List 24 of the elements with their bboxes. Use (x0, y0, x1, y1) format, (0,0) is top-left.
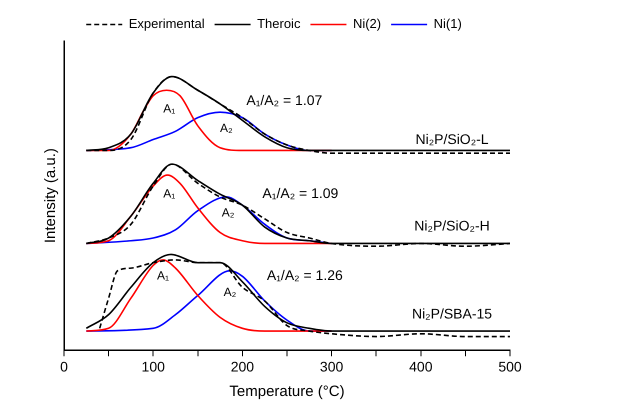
annotation: A₂ (224, 285, 237, 299)
annotation: A₂ (220, 120, 234, 135)
annotation: Ni₂P/SiO₂-H (414, 217, 490, 234)
annotation: A₁/A₂ = 1.07 (246, 92, 322, 108)
legend-label: Ni(1) (434, 16, 462, 32)
annotation: A₁/A₂ = 1.26 (266, 266, 344, 283)
legend-label: Experimental (128, 16, 205, 32)
x-tick-label: 500 (498, 358, 522, 374)
x-tick-label: 0 (60, 358, 68, 374)
annotation: A₁ (156, 268, 170, 282)
x-tick-label: 300 (320, 358, 344, 374)
annotation: A₁/A₂ = 1.09 (262, 184, 339, 201)
x-tick-label: 100 (142, 358, 166, 374)
annotation: A₁ (163, 101, 176, 116)
annotation: A₂ (222, 206, 235, 220)
legend-label: Ni(2) (352, 16, 382, 32)
annotation: Ni₂P/SBA-15 (412, 306, 492, 322)
x-tick-label: 400 (409, 358, 433, 374)
y-axis-title: Intensity (a.u.) (42, 148, 60, 244)
x-tick-label: 200 (230, 358, 254, 374)
x-axis-title: Temperature (°C) (229, 383, 345, 400)
annotation: Ni₂P/SiO₂-L (415, 130, 489, 147)
annotation: A₁ (163, 186, 176, 200)
legend-label: Theroic (257, 16, 301, 32)
